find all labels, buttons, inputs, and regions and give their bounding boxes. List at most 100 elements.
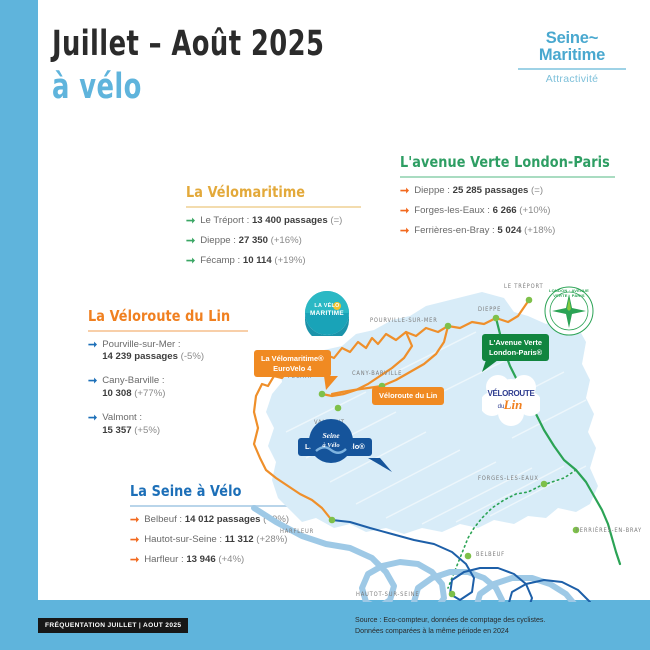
stat-row: ➞ Harfleur : 13 946 (+4%) (130, 554, 330, 567)
stat-pct: (+10%) (516, 204, 551, 216)
arrow-icon: ➞ (400, 184, 410, 197)
map-label-hautot-sur-seine: HAUTOT-SUR-SEINE (356, 590, 420, 598)
title-line-1: Juillet – Août 2025 (52, 24, 325, 64)
stat-value: 11 312 (224, 533, 254, 545)
city-dot-hautot-sur-seine (448, 590, 456, 598)
logo-divider (518, 67, 626, 70)
stat-pct: (=) (528, 184, 544, 196)
city-dot-valmont (334, 404, 342, 412)
stat-pct: (+16%) (267, 234, 302, 246)
stat-place: Hautot-sur-Seine : (144, 533, 225, 545)
arrow-icon: ➞ (186, 234, 196, 247)
logo-subtitle: Attractivité (545, 72, 599, 85)
block-title: La Vélomaritime (186, 183, 306, 201)
badge-line-2: à Vélo (322, 442, 340, 449)
stat-row: ➞ Dieppe : 25 285 passages (=) (400, 185, 615, 198)
stat-value: 14 012 passages (184, 513, 261, 525)
stat-pct: (+4%) (215, 554, 245, 566)
stat-value: 14 239 passages (102, 351, 178, 363)
arrow-icon: ➞ (130, 554, 140, 567)
stat-pct: (+18%) (521, 225, 556, 237)
map-label-forges-les-eaux: FORGES-LES-EAUX (478, 474, 539, 482)
tooltip-line-2: London-Paris® (489, 347, 543, 357)
badge-line-2: MARITIME (310, 309, 344, 317)
stat-place: Valmont : (102, 412, 143, 424)
tooltip-pointer-velomaritime (324, 376, 338, 390)
badge-line-1: Seine (322, 431, 340, 440)
stat-row: ➞ Le Tréport : 13 400 passages (=) (186, 215, 361, 228)
stat-pct: (=) (327, 214, 343, 226)
stat-place: Cany-Barville : (102, 375, 165, 387)
block-underline (130, 505, 330, 507)
badge-line-1: LA VÉLO (314, 303, 340, 309)
route-veloroute-du-lin (330, 324, 450, 396)
stat-place: Forges-les-Eaux : (414, 204, 493, 216)
stat-row: ➞ Ferrières-en-Bray : 5 024 (+18%) (400, 225, 615, 238)
source-line-1: Source : Eco-compteur, données de compta… (355, 616, 546, 624)
footer-source: Source : Eco-compteur, données de compta… (355, 615, 545, 637)
route-avenue-verte-dotted (447, 469, 577, 589)
badge-ring-text: LONDON · AVENUE VERTE · PARIS (548, 288, 590, 298)
map-tooltip-veloroute-du-lin: Véloroute du Lin (372, 387, 445, 405)
city-dot-forges-les-eaux (540, 480, 548, 488)
stat-value: 5 024 (497, 225, 522, 237)
stat-value: 6 266 (492, 204, 517, 216)
stat-row: ➞ Cany-Barville :10 308 (+77%) (88, 375, 248, 401)
stat-value: 13 400 passages (251, 214, 328, 226)
map-label-harfleur: HARFLEUR (280, 527, 315, 535)
svg-text:du: du (498, 404, 505, 410)
map-label-belbeuf: BELBEUF (476, 550, 505, 558)
badge-seine-a-velo: Seine à Vélo (308, 418, 354, 464)
stat-row: ➞ Pourville-sur-Mer :14 239 passages (-5… (88, 339, 248, 365)
route-seine-a-velo (331, 519, 591, 602)
svg-text:VÉLOROUTE: VÉLOROUTE (487, 389, 535, 398)
block-underline (88, 330, 248, 332)
map-texture (285, 331, 587, 525)
block-title: L'avenue Verte London-Paris (400, 153, 610, 171)
seine-maritime-logo: Seine~ Maritime Attractivité (512, 29, 632, 85)
arrow-icon: ➞ (88, 375, 98, 388)
block-title: La Seine à Vélo (130, 482, 242, 500)
badge-veloroute-du-lin: VÉLOROUTE Lin du (482, 372, 540, 426)
logo-line-2: Maritime (538, 46, 606, 65)
svg-text:Lin: Lin (503, 397, 523, 412)
seine-maritime-map: LE TRÉPORT DIEPPE POURVILLE-SUR-MER CANY… (246, 272, 642, 602)
arrow-icon: ➞ (130, 513, 140, 526)
stat-value: 25 285 passages (452, 184, 529, 196)
stat-block-velomaritime: La Vélomaritime ➞ Le Tréport : 13 400 pa… (186, 183, 361, 276)
stat-value: 10 114 (242, 255, 272, 267)
city-dot-pourville (444, 322, 452, 330)
stat-pct: (+28%) (253, 533, 288, 545)
arrow-icon: ➞ (400, 204, 410, 217)
stat-block-avenue-verte: L'avenue Verte London-Paris ➞ Dieppe : 2… (400, 153, 615, 246)
city-dots (318, 296, 580, 598)
city-dot-fecamp (318, 390, 326, 398)
map-tooltip-avenue-verte: L'Avenue Verte London-Paris® (482, 334, 550, 362)
footer-badge: FRÉQUENTATION JUILLET | AOUT 2025 (38, 618, 189, 633)
stat-place: Harfleur : (144, 554, 187, 566)
tooltip-pointer-avenue (482, 360, 498, 372)
stat-row: ➞ Valmont :15 357 (+5%) (88, 412, 248, 438)
badge-velomaritime: LA VÉLO MARITIME (304, 290, 350, 336)
arrow-icon: ➞ (130, 533, 140, 546)
stat-place: Dieppe : (200, 234, 239, 246)
city-dot-ferrieres-en-bray (572, 526, 580, 534)
stat-place: Ferrières-en-Bray : (414, 225, 498, 237)
stat-block-veloroute-du-lin: La Véloroute du Lin ➞ Pourville-sur-Mer … (88, 307, 248, 446)
stat-pct: (-5%) (177, 351, 205, 363)
stat-row: ➞ Fécamp : 10 114 (+19%) (186, 255, 361, 268)
map-tooltip-velomaritime: La Vélomaritime® EuroVelo 4 (254, 350, 331, 378)
map-label-pourville-sur-mer: POURVILLE-SUR-MER (370, 316, 438, 324)
tooltip-pointer-seine (368, 458, 392, 472)
map-label-cany-barville: CANY-BARVILLE (352, 369, 403, 377)
stat-row: ➞ Dieppe : 27 350 (+16%) (186, 235, 361, 248)
stat-place: Belbeuf : (144, 513, 185, 525)
stat-row: ➞ Forges-les-Eaux : 6 266 (+10%) (400, 205, 615, 218)
stat-place: Dieppe : (414, 184, 453, 196)
stat-place: Pourville-sur-Mer : (102, 338, 181, 350)
city-dot-dieppe (492, 314, 500, 322)
map-label-dieppe: DIEPPE (478, 305, 502, 313)
badge-avenue-verte: LONDON · AVENUE VERTE · PARIS (544, 286, 594, 336)
route-avenue-verte (494, 316, 622, 566)
arrow-icon: ➞ (400, 225, 410, 238)
